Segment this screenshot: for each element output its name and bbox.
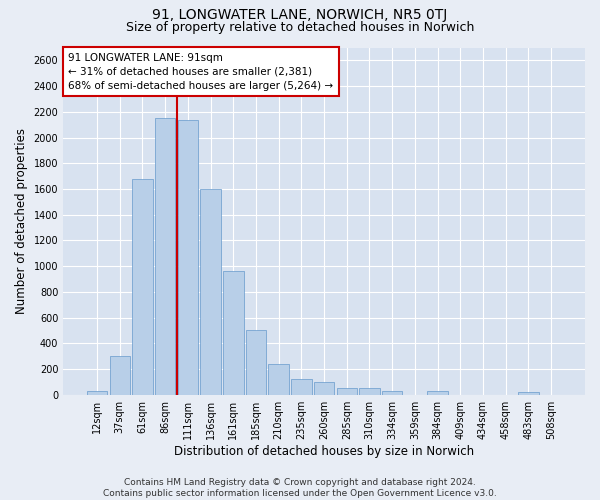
Bar [132,178,153,394]
Bar [518,392,539,394]
Bar [87,392,107,394]
Bar [359,388,380,394]
Bar [427,391,448,394]
Bar [291,380,311,394]
Text: 91 LONGWATER LANE: 91sqm
← 31% of detached houses are smaller (2,381)
68% of sem: 91 LONGWATER LANE: 91sqm ← 31% of detach… [68,52,334,90]
Bar [110,356,130,395]
X-axis label: Distribution of detached houses by size in Norwich: Distribution of detached houses by size … [174,444,474,458]
Bar [178,120,198,394]
Bar [223,272,244,394]
Y-axis label: Number of detached properties: Number of detached properties [15,128,28,314]
Bar [337,388,357,394]
Text: Contains HM Land Registry data © Crown copyright and database right 2024.
Contai: Contains HM Land Registry data © Crown c… [103,478,497,498]
Bar [314,382,334,394]
Bar [268,364,289,394]
Text: Size of property relative to detached houses in Norwich: Size of property relative to detached ho… [126,21,474,34]
Bar [200,189,221,394]
Bar [155,118,175,394]
Text: 91, LONGWATER LANE, NORWICH, NR5 0TJ: 91, LONGWATER LANE, NORWICH, NR5 0TJ [152,8,448,22]
Bar [246,330,266,394]
Bar [382,391,403,394]
